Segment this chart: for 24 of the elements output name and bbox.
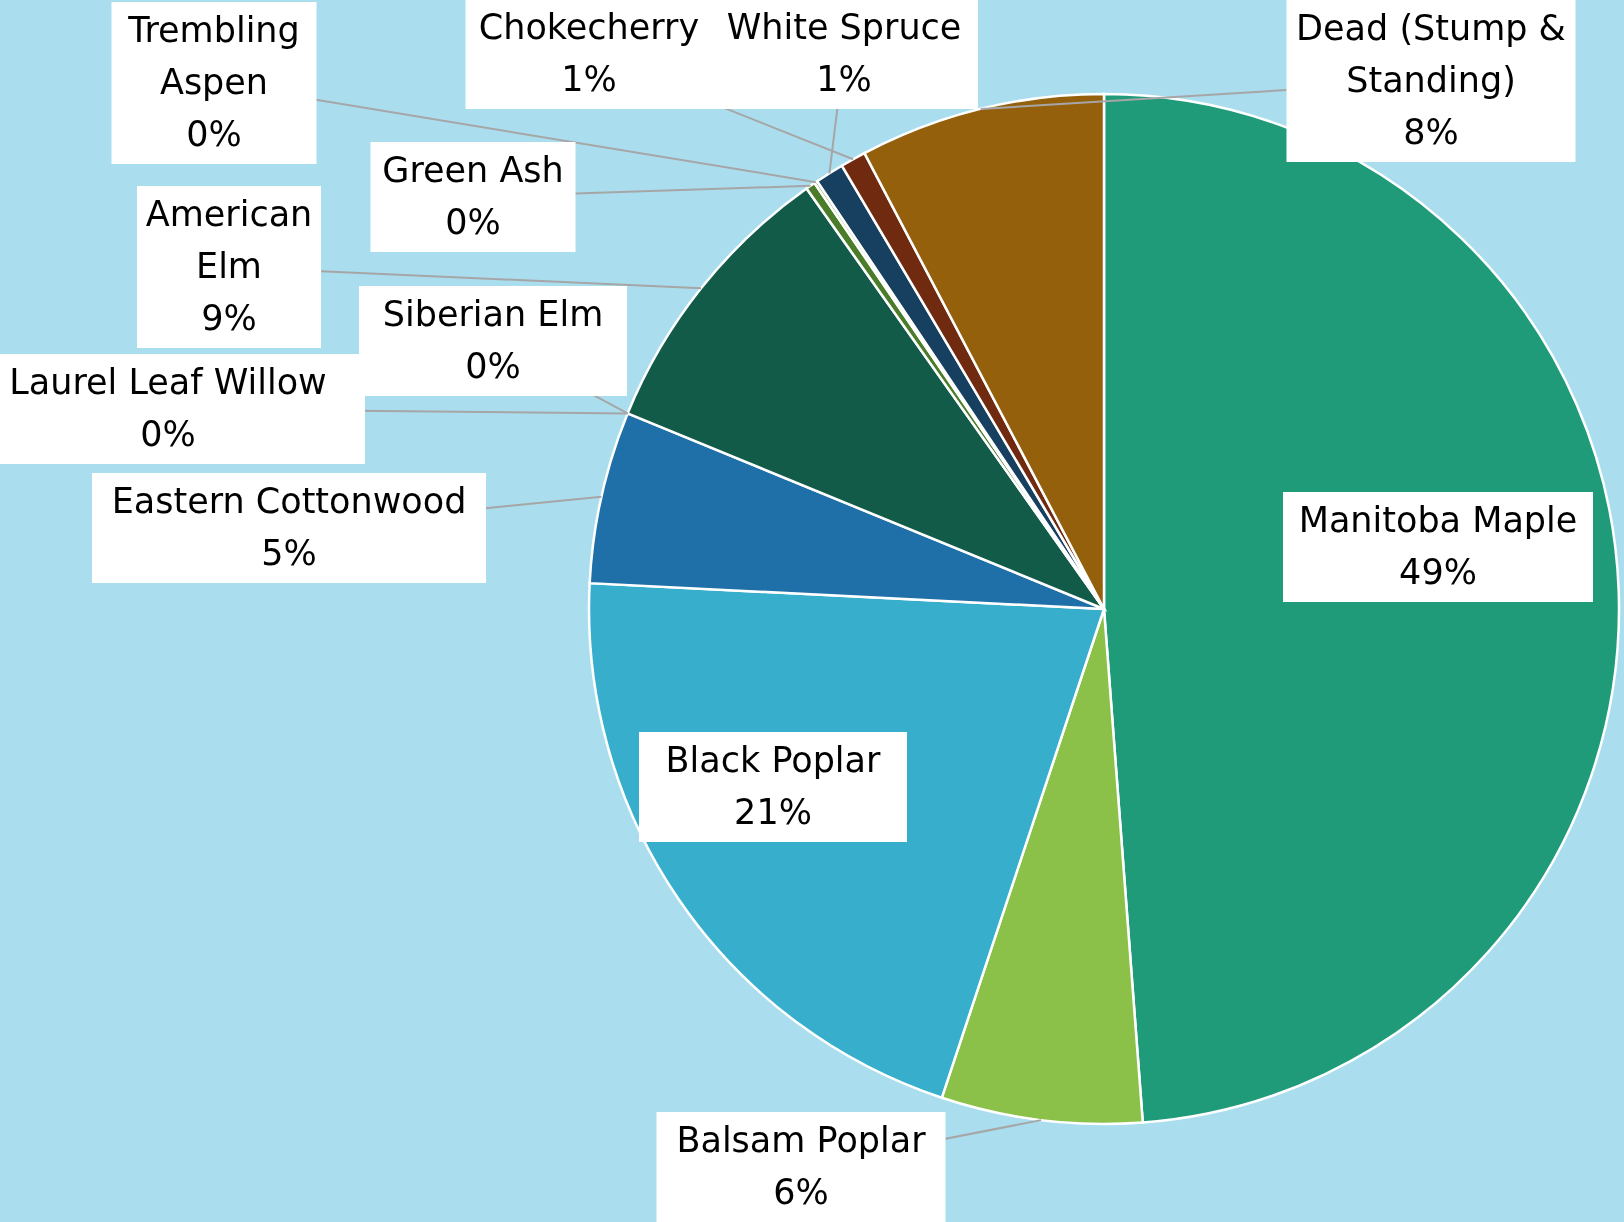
slice-label: Balsam Poplar xyxy=(676,1120,927,1160)
category-label: Laurel Leaf Willow xyxy=(9,362,327,402)
slice-label: Eastern Cottonwood xyxy=(111,481,467,521)
slice-label: American Elm xyxy=(145,194,313,286)
slice-label: White Spruce xyxy=(726,7,962,47)
data-label: 0% xyxy=(186,114,242,154)
data-label: 0% xyxy=(445,202,501,242)
category-label: Siberian Elm xyxy=(382,294,604,334)
data-label: 9% xyxy=(201,298,257,338)
slice-label: Black Poplar xyxy=(665,740,882,780)
slice-label: Chokecherry xyxy=(478,7,700,47)
slice-label: Dead (Stump & Standing) xyxy=(1296,8,1566,100)
slice-label: Trembling Aspen xyxy=(127,10,300,102)
data-label: 49% xyxy=(1399,552,1477,592)
text: 0% xyxy=(140,414,196,454)
slice-label: Green Ash xyxy=(382,150,564,190)
text: 0% xyxy=(465,346,521,386)
data-label: 6% xyxy=(773,1172,829,1212)
data-label: 1% xyxy=(816,59,872,99)
data-label: 1% xyxy=(561,59,617,99)
data-label: 8% xyxy=(1403,112,1459,152)
data-label: 21% xyxy=(734,792,812,832)
slice-label: Manitoba Maple xyxy=(1298,500,1578,540)
data-label: 5% xyxy=(261,533,317,573)
